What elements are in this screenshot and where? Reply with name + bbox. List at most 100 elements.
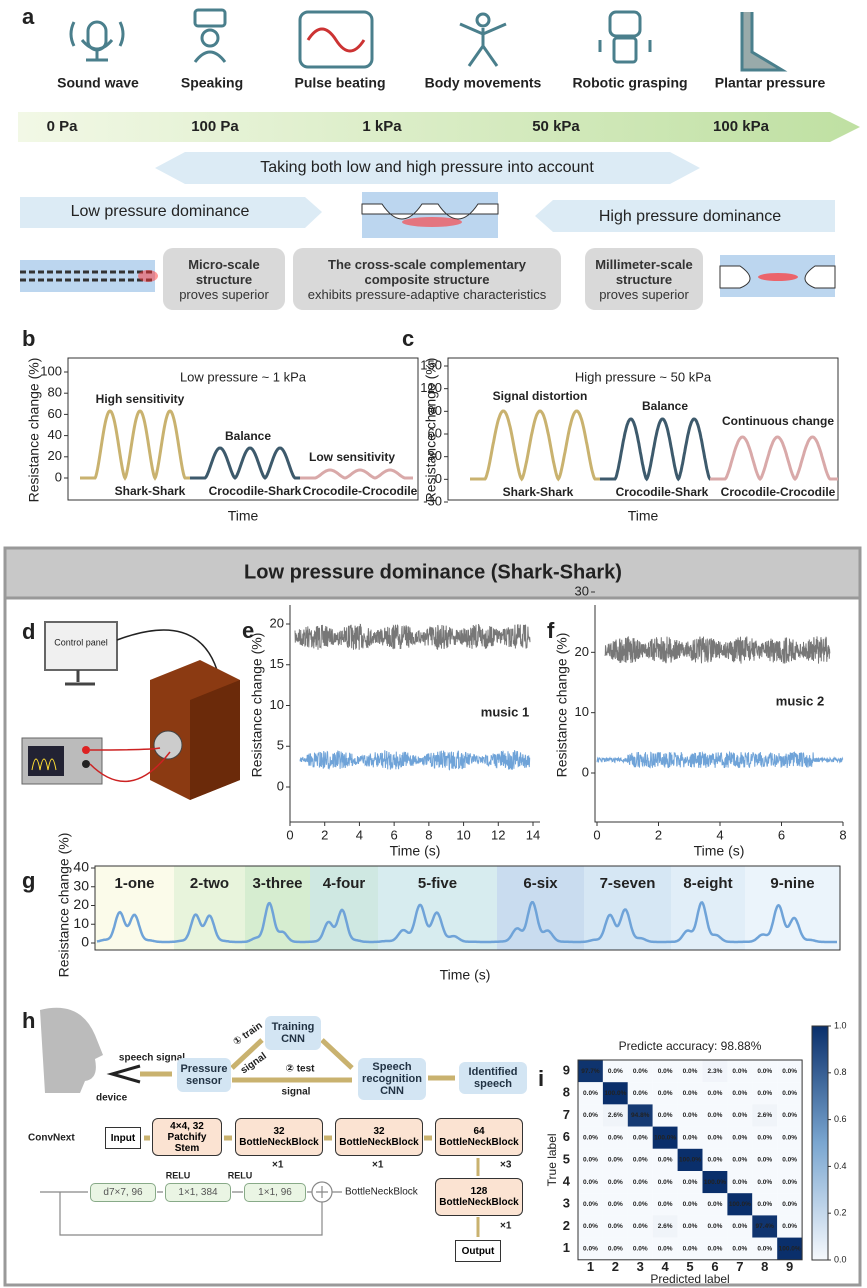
col-label: 6 <box>711 1259 718 1274</box>
matrix-cell <box>602 1215 628 1238</box>
matrix-cell <box>652 1060 678 1083</box>
annotation: Low sensitivity <box>309 450 395 464</box>
waveform <box>299 750 531 771</box>
matrix-cell <box>627 1126 653 1149</box>
y-tick-label: 80 <box>48 385 62 400</box>
x-tick-label: 4 <box>356 827 363 842</box>
curve <box>470 409 603 482</box>
matrix-cell <box>777 1060 803 1083</box>
matrix-cell <box>777 1148 803 1171</box>
conv-box: d7×7, 96 <box>90 1183 156 1202</box>
matrix-cell <box>627 1193 653 1216</box>
matrix-cell <box>677 1193 703 1216</box>
note: music 1 <box>481 704 529 719</box>
word-label: 2-two <box>190 875 229 892</box>
y-tick-label: -30 <box>423 493 442 508</box>
flow-label: ×1 <box>272 1160 284 1171</box>
y-tick-label: 60 <box>428 425 442 440</box>
band <box>245 866 310 950</box>
cell-label: 0.0% <box>708 1201 723 1208</box>
cell-label: 0.0% <box>782 1068 797 1075</box>
matrix-cell <box>777 1193 803 1216</box>
cell-label: 0.0% <box>732 1157 747 1164</box>
cell-label: 0.0% <box>683 1112 698 1119</box>
flow-label: ② test <box>285 1064 315 1075</box>
arrow-text: Taking both low and high pressure into a… <box>260 159 594 176</box>
flow-label: RELU <box>228 1170 253 1180</box>
cell-label: 0.0% <box>608 1201 623 1208</box>
matrix-cell <box>602 1060 628 1083</box>
cell-label: 0.0% <box>782 1157 797 1164</box>
frame-g <box>94 865 841 951</box>
y-tick-label: 20 <box>270 615 284 630</box>
curve <box>710 435 838 481</box>
frame-b <box>67 357 419 501</box>
cell-label: 0.0% <box>782 1201 797 1208</box>
cell-label: 0.0% <box>608 1179 623 1186</box>
matrix-cell <box>652 1171 678 1194</box>
y-tick-label: 30 <box>73 877 89 893</box>
col-label: 4 <box>662 1259 670 1274</box>
cell-label: 0.0% <box>583 1112 598 1119</box>
block-box: 32 BottleNeckBlock <box>235 1118 323 1156</box>
note: Low pressure ~ 1 kPa <box>180 369 307 384</box>
matrix-frame <box>577 1059 803 1261</box>
both-arrow <box>155 152 700 184</box>
block-box: 32 BottleNeckBlock <box>335 1118 423 1156</box>
y-tick-label: 0 <box>55 469 62 484</box>
band <box>95 866 174 950</box>
band <box>174 866 245 950</box>
cell-label: 0.0% <box>757 1090 772 1097</box>
bottleneck-graphics <box>40 1181 342 1236</box>
cell-label: 100.0% <box>779 1245 801 1252</box>
matrix-cell <box>727 1126 753 1149</box>
cell-label: 0.0% <box>583 1245 598 1252</box>
row-label: 3 <box>563 1196 570 1211</box>
matrix-cell <box>702 1060 728 1083</box>
flow-label: ×1 <box>500 1221 512 1232</box>
cell-label: 0.0% <box>708 1223 723 1230</box>
x-tick-label: 2 <box>655 827 662 842</box>
cell-label: 0.0% <box>683 1201 698 1208</box>
icon-label: Speaking <box>181 75 243 91</box>
cell-label: 0.0% <box>732 1179 747 1186</box>
matrix-cell <box>752 1060 778 1083</box>
y-tick-label: 0 <box>582 764 589 779</box>
y-tick-label: 5 <box>277 738 284 753</box>
section-header <box>3 546 862 600</box>
cell-label: 0.0% <box>583 1223 598 1230</box>
y-axis-label: Resistance change (%) <box>56 833 72 978</box>
matrix-cell <box>677 1171 703 1194</box>
matrix-cell <box>627 1171 653 1194</box>
colorbar-tick-label: 0.8 <box>834 1067 847 1077</box>
waveform <box>604 636 831 664</box>
cell-label: 0.0% <box>583 1179 598 1186</box>
x-tick-label: 0 <box>593 827 600 842</box>
panel-label: g <box>22 868 35 893</box>
cell-label: 2.3% <box>708 1068 723 1075</box>
conv-box: 1×1, 96 <box>244 1183 306 1202</box>
sensor-box: Pressure sensor <box>177 1058 231 1092</box>
block-box: 64 BottleNeckBlock <box>435 1118 523 1156</box>
cell-label: 0.0% <box>608 1157 623 1164</box>
structure-name: Crocodile-Crocodile <box>303 484 418 498</box>
matrix-cell <box>602 1171 628 1194</box>
matrix-cell <box>652 1082 678 1105</box>
cell-label: 97.4% <box>756 1223 775 1230</box>
high-arrow <box>535 200 835 232</box>
cell-label: 0.0% <box>757 1245 772 1252</box>
row-label: 7 <box>563 1107 570 1122</box>
flow-graphics <box>40 1007 480 1237</box>
arrow-text: High pressure dominance <box>599 208 781 225</box>
box-title: The cross-scale complementary composite … <box>328 256 526 287</box>
box-cross: The cross-scale complementary composite … <box>293 248 561 310</box>
matrix-cell <box>602 1126 628 1149</box>
cell-label: 0.0% <box>708 1134 723 1141</box>
word-label: 3-three <box>252 875 302 892</box>
cell-label: 100.0% <box>654 1134 676 1141</box>
cell-label: 0.0% <box>782 1134 797 1141</box>
cell-label: 0.0% <box>658 1157 673 1164</box>
output-box: Output <box>455 1240 501 1262</box>
word-label: 8-eight <box>683 875 732 892</box>
cell-label: 0.0% <box>782 1090 797 1097</box>
